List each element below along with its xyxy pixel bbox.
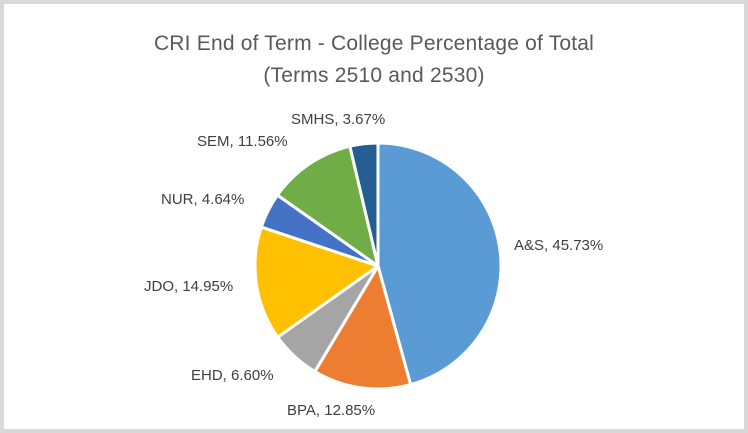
pie-slice-smhs[interactable] <box>348 141 380 268</box>
data-label-smhs: SMHS, 3.67% <box>291 111 386 128</box>
data-label-as: A&S, 45.73% <box>514 237 604 254</box>
pie-slice-bpa[interactable] <box>313 264 413 391</box>
data-label-sem: SEM, 11.56% <box>197 133 288 150</box>
data-label-ehd: EHD, 6.60% <box>191 367 274 384</box>
chart-title-line1: CRI End of Term - College Percentage of … <box>153 32 595 55</box>
pie-slice-aands[interactable] <box>376 141 503 387</box>
pie-slice-sem[interactable] <box>275 144 380 268</box>
data-label-bpa: BPA, 12.85% <box>287 402 376 419</box>
chart-title-line2: (Terms 2510 and 2530) <box>263 64 485 87</box>
data-label-nur: NUR, 4.64% <box>161 191 245 208</box>
chart-title: CRI End of Term - College Percentage of … <box>4 28 744 92</box>
pie-chart <box>253 141 503 391</box>
pie-slice-jdo[interactable] <box>253 225 380 339</box>
data-label-jdo: JDO, 14.95% <box>144 278 234 295</box>
